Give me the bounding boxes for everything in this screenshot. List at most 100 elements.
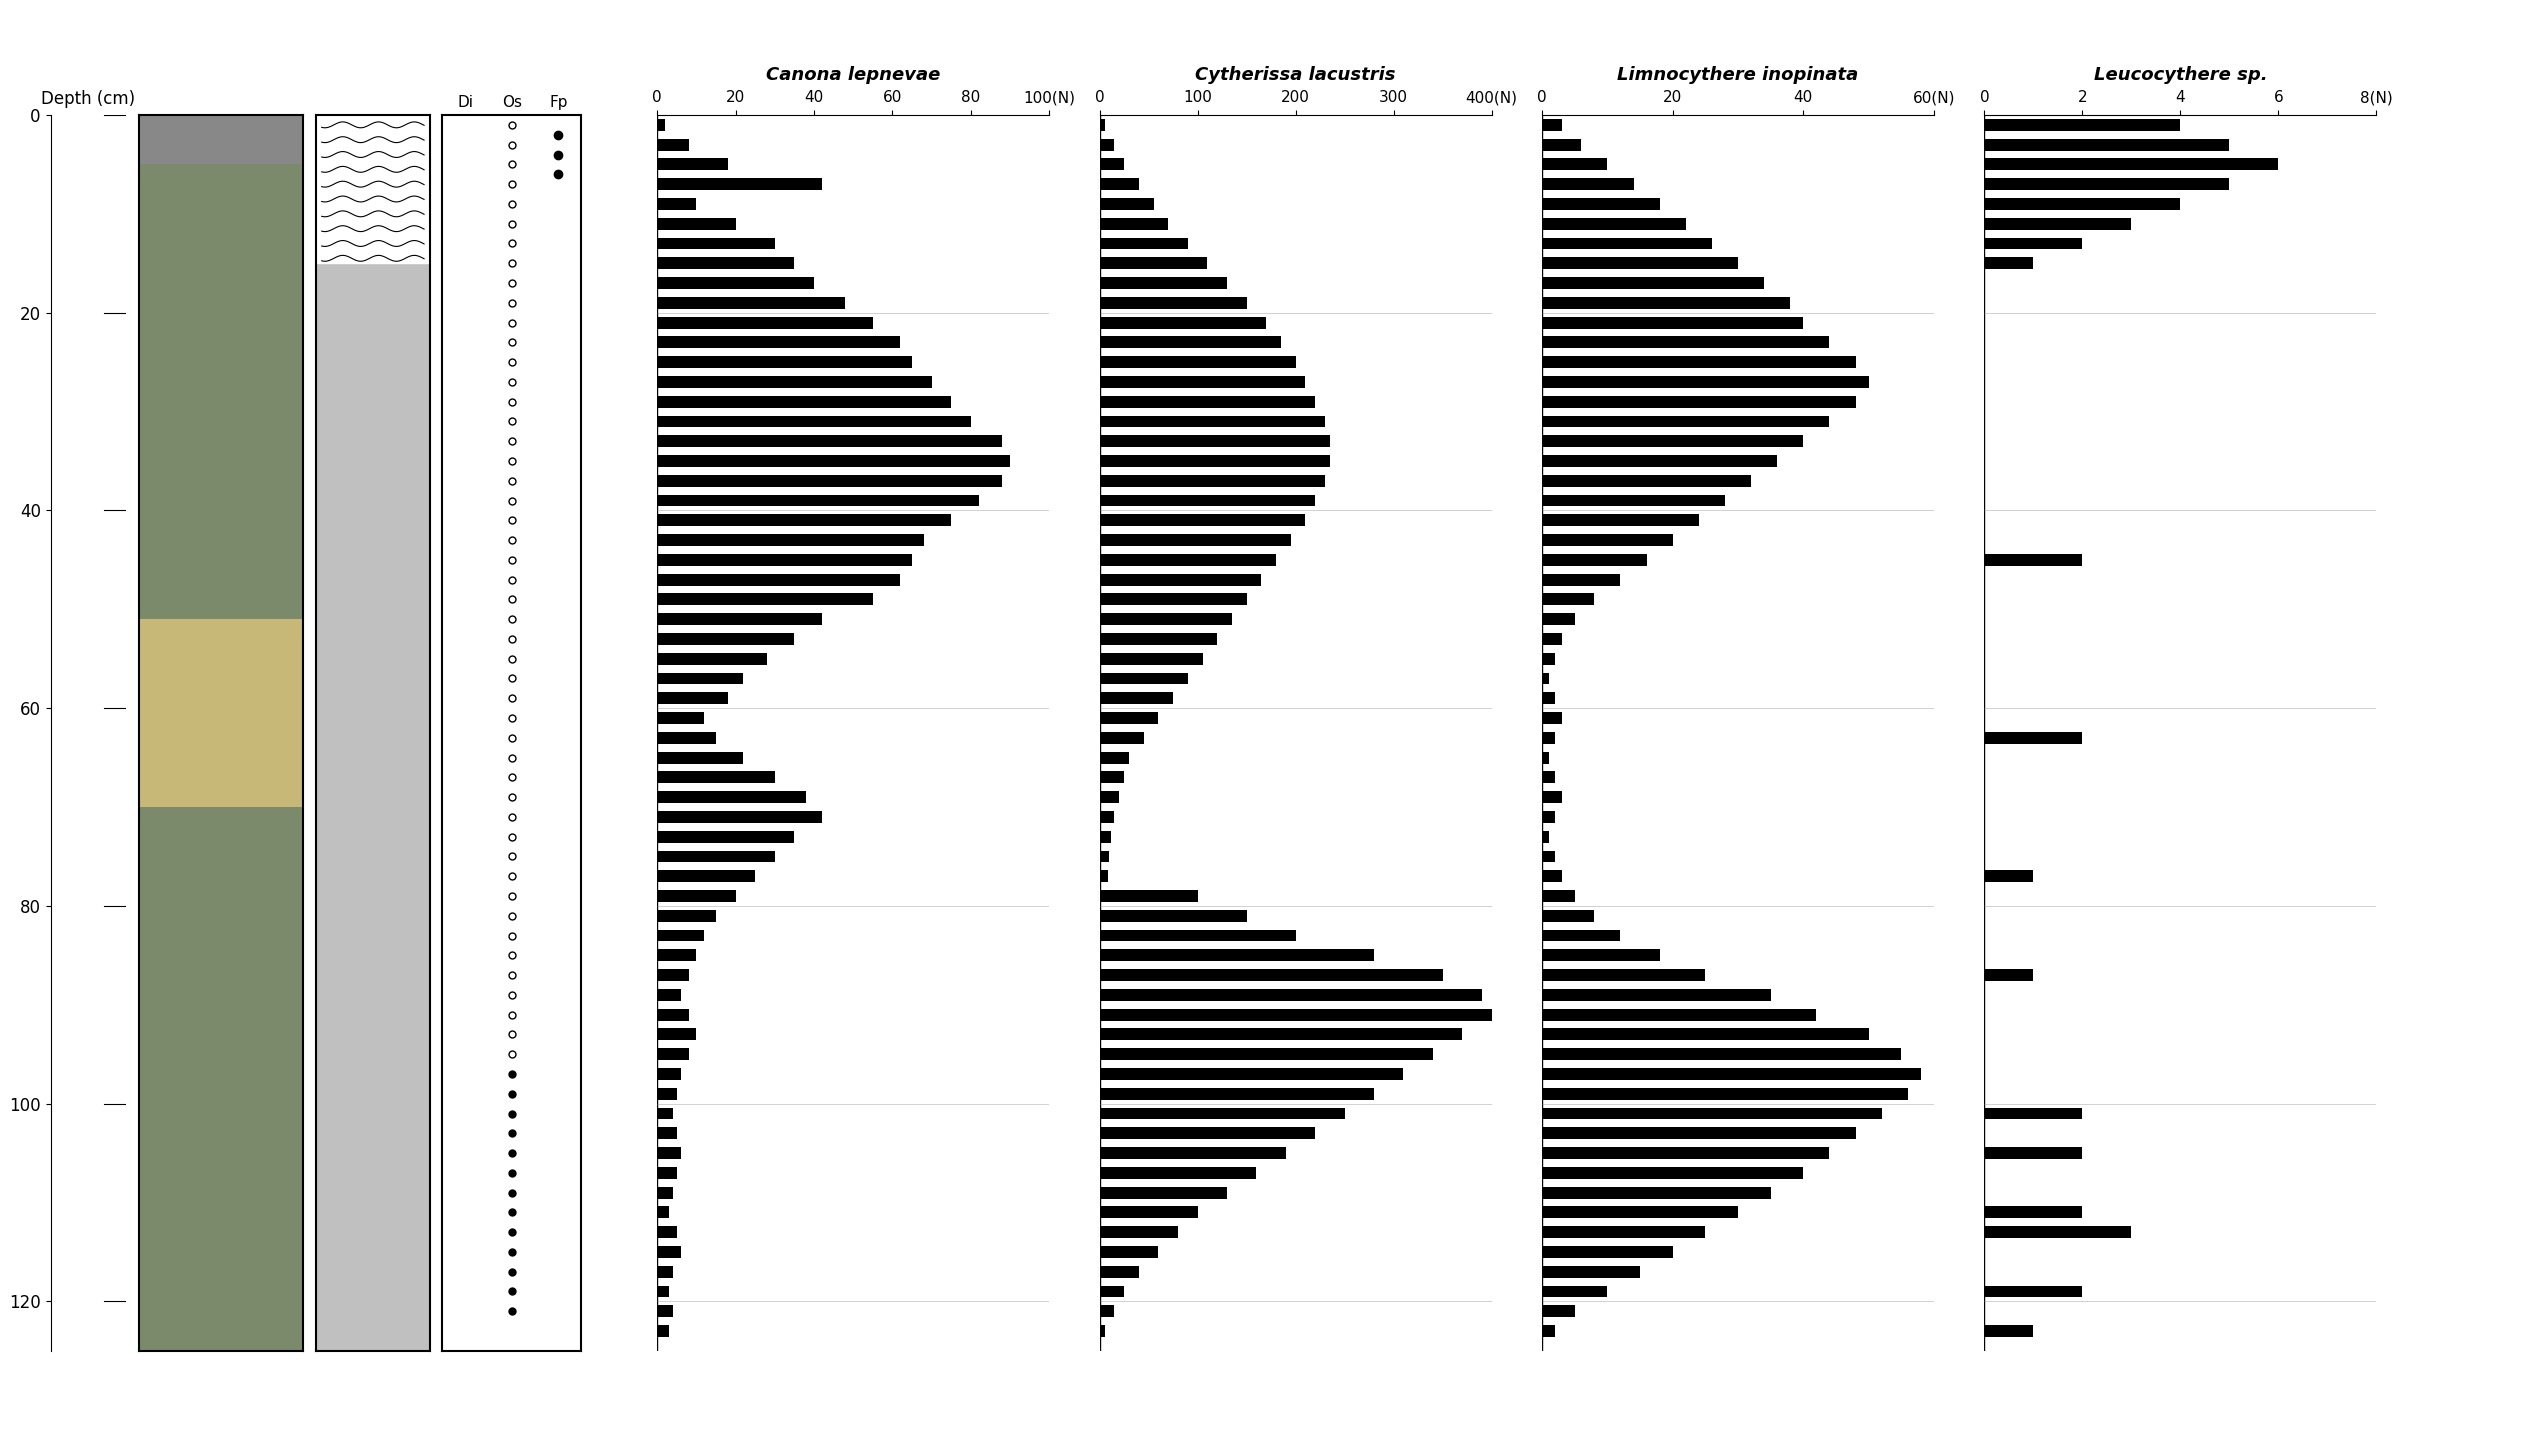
Bar [657, 535, 923, 546]
Bar [1542, 772, 1555, 783]
Bar [1100, 257, 1208, 269]
Bar [139, 727, 303, 739]
Bar [657, 1305, 672, 1318]
Bar [657, 336, 900, 348]
Bar [1100, 535, 1292, 546]
Bar [1542, 1167, 1802, 1178]
Bar [657, 1286, 670, 1298]
Bar [1542, 1187, 1770, 1198]
Bar [657, 693, 728, 704]
Bar [1984, 257, 2033, 269]
Bar [657, 890, 736, 902]
Bar [139, 382, 303, 392]
Title: Leucocythere sp.: Leucocythere sp. [2093, 66, 2268, 85]
Bar [657, 376, 933, 388]
Bar [657, 119, 665, 131]
Bar [139, 421, 303, 431]
Bar [657, 1246, 680, 1257]
Bar [139, 1242, 303, 1252]
Bar [657, 713, 705, 724]
Bar [1542, 415, 1830, 427]
Bar [1100, 593, 1246, 605]
Bar [1542, 673, 1550, 684]
Bar [1984, 871, 2033, 882]
Bar [139, 629, 303, 639]
Bar [139, 322, 303, 332]
Bar [1542, 752, 1550, 763]
Bar [139, 1152, 303, 1163]
Bar [139, 1232, 303, 1242]
Bar [1542, 810, 1555, 823]
Bar [139, 767, 303, 777]
Bar [657, 593, 872, 605]
Bar [1100, 614, 1231, 625]
Bar [1542, 1286, 1608, 1298]
Bar [1100, 119, 1105, 131]
Bar [1100, 890, 1198, 902]
Bar [139, 1104, 303, 1114]
Bar [139, 1055, 303, 1065]
Bar [1542, 474, 1752, 487]
Bar [139, 1004, 303, 1015]
Bar [139, 1025, 303, 1035]
Bar [1542, 1048, 1901, 1061]
Bar [1542, 634, 1562, 645]
Bar [657, 1108, 672, 1119]
Bar [139, 1173, 303, 1183]
Bar [1542, 1207, 1739, 1219]
Bar [139, 352, 303, 362]
Bar [139, 125, 303, 135]
Bar [1542, 119, 1562, 131]
Bar [657, 614, 822, 625]
Bar [657, 514, 951, 526]
Bar [1100, 1048, 1433, 1061]
Bar [657, 356, 913, 368]
Bar [139, 253, 303, 263]
Bar [1100, 415, 1325, 427]
Bar [139, 877, 303, 887]
Bar [139, 303, 303, 313]
Bar [1100, 139, 1115, 151]
Bar [1100, 316, 1267, 329]
Bar [139, 1272, 303, 1282]
Bar [1542, 1088, 1909, 1099]
Bar [139, 233, 303, 244]
Bar [1100, 1108, 1345, 1119]
Bar [657, 731, 715, 744]
Bar [139, 1213, 303, 1223]
Bar [1100, 514, 1304, 526]
Bar [657, 1048, 688, 1061]
Bar [1100, 395, 1315, 408]
Bar [139, 1252, 303, 1262]
Bar [139, 678, 303, 688]
Bar [1984, 119, 2182, 131]
Bar [1542, 158, 1608, 171]
Bar [139, 204, 303, 214]
Bar [139, 392, 303, 402]
Bar [1100, 1246, 1158, 1257]
Bar [139, 1193, 303, 1203]
Bar [1542, 376, 1868, 388]
Bar [657, 634, 794, 645]
Bar [139, 966, 303, 976]
Bar [657, 989, 680, 1000]
Bar [139, 164, 303, 174]
Bar [139, 836, 303, 846]
Bar [139, 579, 303, 589]
Bar [1542, 1108, 1881, 1119]
Bar [139, 956, 303, 966]
Bar [1542, 1226, 1706, 1239]
Bar [139, 787, 303, 798]
Bar [139, 895, 303, 905]
Bar [139, 214, 303, 224]
Bar [1542, 1128, 1856, 1140]
Bar [1100, 1147, 1287, 1160]
Bar [139, 224, 303, 234]
Bar [139, 708, 303, 718]
Bar [1542, 198, 1661, 210]
Bar [139, 984, 303, 994]
Bar [1100, 1226, 1178, 1239]
Bar [139, 1302, 303, 1312]
Bar [139, 540, 303, 550]
Bar [657, 395, 951, 408]
